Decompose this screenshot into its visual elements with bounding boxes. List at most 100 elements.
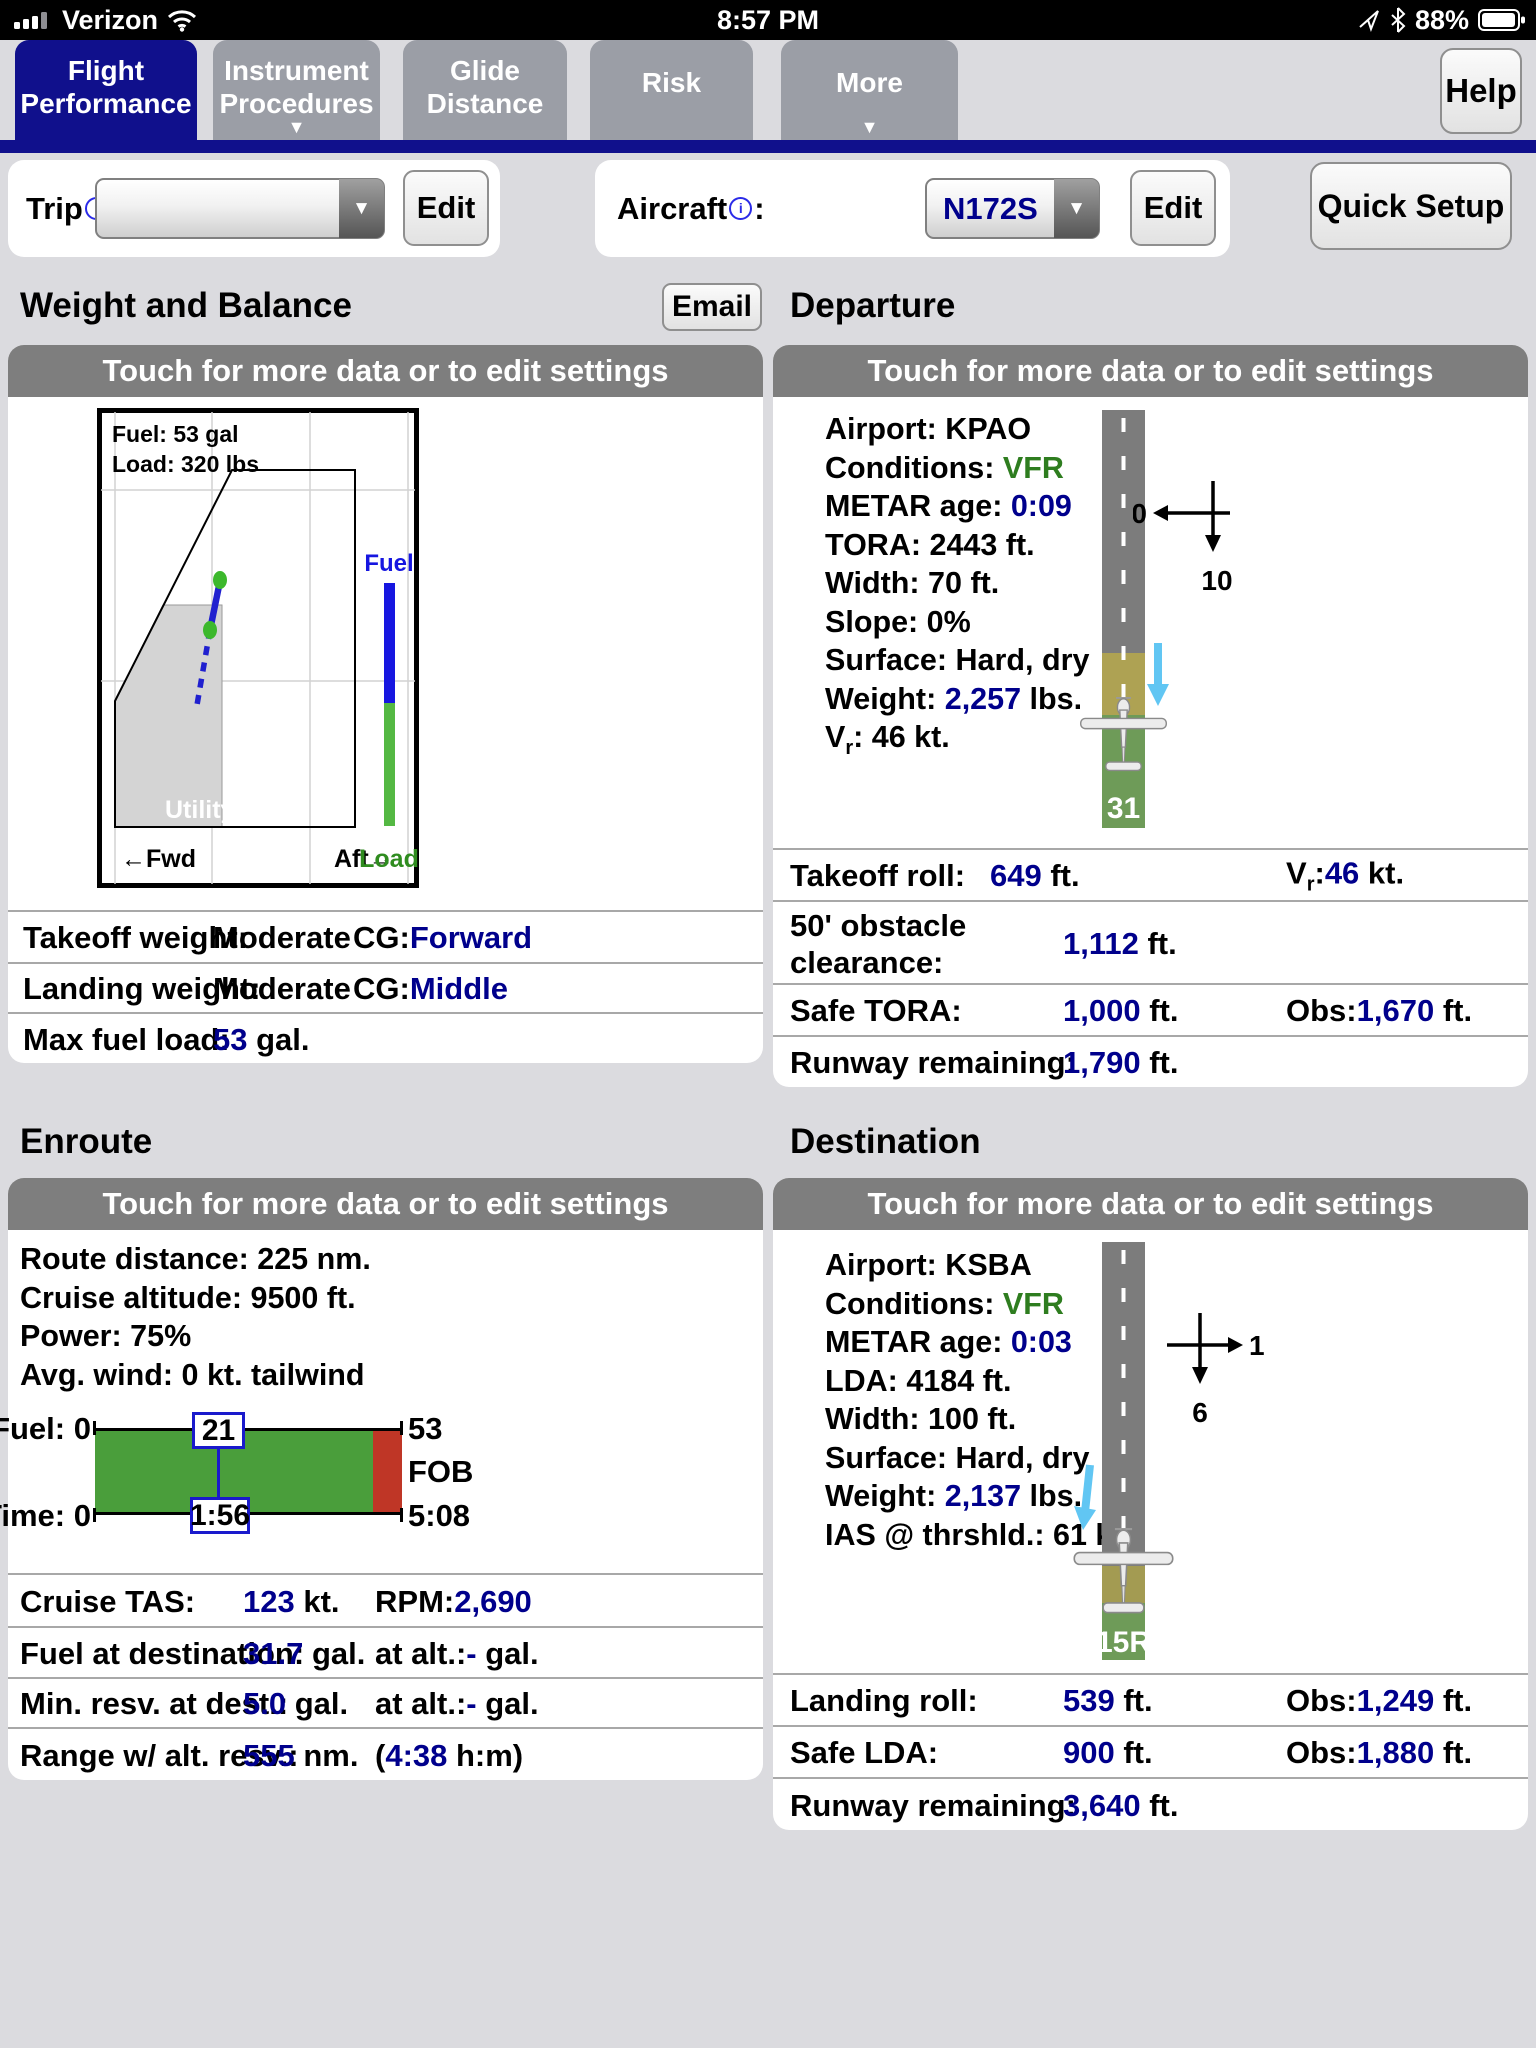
- tab-instrument-procedures[interactable]: Instrument Procedures ▼: [213, 40, 380, 140]
- tab-more[interactable]: More ▼: [781, 40, 958, 140]
- enroute-info: Route distance: 225 nm. Cruise altitude:…: [20, 1242, 371, 1392]
- chart-fuel-note: Fuel: 53 gal: [112, 421, 239, 447]
- weight-balance-panel[interactable]: Touch for more data or to edit settings …: [8, 345, 763, 1063]
- table-row: Fuel at destination: 31.7 gal. at alt.:-…: [8, 1626, 763, 1679]
- row-value: 31.7 gal.: [243, 1635, 366, 1671]
- quick-setup-button[interactable]: Quick Setup: [1310, 162, 1512, 250]
- row-label: Fuel at destination:: [20, 1635, 305, 1671]
- row-extra: Obs:1,880 ft.: [1286, 1735, 1473, 1770]
- tab-glide-distance[interactable]: Glide Distance: [403, 40, 567, 140]
- enroute-heading: Enroute: [20, 1122, 153, 1161]
- row-label: Landing roll:: [790, 1683, 978, 1718]
- cellular-signal-icon: [14, 12, 47, 29]
- row-label: Cruise TAS:: [20, 1583, 196, 1619]
- row-label: Safe TORA:: [790, 993, 962, 1028]
- dropdown-caret-icon: ▼: [1054, 179, 1099, 238]
- crosswind-arrowhead: [1153, 505, 1168, 521]
- row-value: 5.0 gal.: [243, 1686, 349, 1721]
- status-bar: Verizon 8:57 PM 88%: [0, 0, 1536, 40]
- gauge-time-axis: Time: 0: [0, 1498, 91, 1533]
- row-extra: Obs:1,670 ft.: [1286, 993, 1473, 1028]
- location-arrow-icon: [1359, 10, 1379, 32]
- table-row: Safe LDA: 900 ft. Obs:1,880 ft.: [773, 1725, 1528, 1779]
- row-value: 900 ft.: [1063, 1735, 1153, 1770]
- departure-heading: Departure: [790, 286, 956, 325]
- aircraft-icon: [1079, 697, 1168, 772]
- wifi-icon: [168, 10, 197, 32]
- row-value: 539 ft.: [1063, 1683, 1153, 1718]
- departure-panel[interactable]: Touch for more data or to edit settings …: [773, 345, 1528, 1087]
- panel-touch-hint[interactable]: Touch for more data or to edit settings: [8, 345, 763, 397]
- utility-label: Utility: [165, 796, 235, 824]
- panel-touch-hint[interactable]: Touch for more data or to edit settings: [8, 1178, 763, 1230]
- crosswind-value: 1: [1249, 1330, 1265, 1361]
- panel-touch-hint[interactable]: Touch for more data or to edit settings: [773, 1178, 1528, 1230]
- cg-track-dashed: [194, 629, 213, 706]
- bluetooth-icon: [1391, 7, 1406, 33]
- row-label: Range w/ alt. resv.:: [20, 1737, 299, 1773]
- aircraft-select[interactable]: N172S ▼: [925, 178, 1100, 239]
- gauge-time-max: 5:08: [408, 1498, 471, 1533]
- table-row: Takeoff roll: 649 ft. Vr:46 kt.: [773, 848, 1528, 902]
- row-value: 3,640 ft.: [1063, 1787, 1179, 1823]
- aircraft-edit-button[interactable]: Edit: [1130, 170, 1216, 246]
- table-row: Cruise TAS: 123 kt. RPM:2,690: [8, 1573, 763, 1628]
- row-extra: RPM:2,690: [375, 1583, 532, 1619]
- row-extra: Vr:46 kt.: [1286, 855, 1405, 896]
- runway-number: 31: [1107, 792, 1140, 825]
- carrier-label: Verizon: [62, 4, 159, 35]
- weight-and-balance-heading: Weight and Balance: [20, 286, 352, 325]
- destination-panel[interactable]: Touch for more data or to edit settings …: [773, 1178, 1528, 1830]
- tab-flight-performance[interactable]: Flight Performance: [15, 40, 197, 140]
- table-row: Min. resv. at dest.: 5.0 gal. at alt.:- …: [8, 1677, 763, 1729]
- row-value: 53 gal.: [213, 1021, 310, 1057]
- row-label: 50' obstacle clearance:: [790, 907, 967, 980]
- runway-number: 15R: [1096, 1626, 1151, 1659]
- wind-arrowhead: [1147, 684, 1169, 706]
- aircraft-label: Aircraft i:: [617, 190, 765, 226]
- row-value: 1,112 ft.: [1063, 925, 1177, 961]
- parallel-wind-value: 6: [1192, 1397, 1208, 1428]
- time-marker[interactable]: 1:56: [190, 1497, 250, 1534]
- enroute-panel[interactable]: Touch for more data or to edit settings …: [0, 1178, 763, 1782]
- headwind-arrowhead: [1192, 1367, 1208, 1384]
- row-label: Min. resv. at dest.:: [20, 1686, 289, 1721]
- trip-edit-button[interactable]: Edit: [403, 170, 489, 246]
- destination-runway-diagram: 15R: [1073, 1242, 1174, 1660]
- help-button[interactable]: Help: [1440, 48, 1522, 134]
- clock-label: 8:57 PM: [716, 5, 820, 35]
- row-value: 1,000 ft.: [1063, 993, 1179, 1028]
- cg-envelope-chart[interactable]: Fuel: 53 gal Load: 320 lbs Utility Fuel …: [97, 408, 419, 888]
- departure-info: Airport: KPAO Conditions: VFR METAR age:…: [825, 412, 1090, 760]
- wind-direction-arrow: [1081, 1464, 1094, 1513]
- fuel-bar: [384, 583, 395, 703]
- table-row: Takeoff weight: Moderate CG:Forward: [8, 910, 763, 964]
- aircraft-selector-group: Aircraft i: N172S ▼ Edit: [595, 160, 1230, 257]
- departure-wind-indicator: 0 10: [1133, 481, 1233, 596]
- tab-risk[interactable]: Risk: [590, 40, 753, 140]
- row-value: 1,790 ft.: [1063, 1045, 1179, 1080]
- battery-icon: [1478, 9, 1525, 31]
- trip-select[interactable]: ▼: [95, 178, 385, 239]
- row-value: 123 kt.: [243, 1583, 340, 1619]
- gauge-marker-line: [217, 1448, 220, 1497]
- panel-touch-hint[interactable]: Touch for more data or to edit settings: [773, 345, 1528, 397]
- wind-arrowhead: [1074, 1506, 1096, 1530]
- row-value: 649 ft.: [990, 858, 1080, 893]
- email-button[interactable]: Email: [662, 283, 762, 331]
- table-row: Safe TORA: 1,000 ft. Obs:1,670 ft.: [773, 983, 1528, 1037]
- table-row: 50' obstacle clearance: 1,112 ft.: [773, 900, 1528, 985]
- chevron-down-icon: ▼: [860, 117, 879, 137]
- trip-selector-group: Tripi: ▼ Edit: [8, 160, 500, 257]
- crosswind-value: 0: [1133, 498, 1147, 529]
- active-tab-underline: [0, 140, 1536, 153]
- info-icon[interactable]: i: [729, 197, 753, 220]
- row-label: Max fuel load:: [23, 1021, 230, 1057]
- table-row: Range w/ alt. resv.: 555 nm. (4:38 h:m): [8, 1727, 763, 1782]
- dropdown-caret-icon: ▼: [339, 179, 384, 238]
- fuel-marker[interactable]: 21: [192, 1412, 245, 1449]
- row-value: Moderate: [213, 920, 351, 955]
- row-label: Takeoff roll:: [790, 858, 966, 893]
- battery-percent-label: 88%: [1414, 4, 1469, 35]
